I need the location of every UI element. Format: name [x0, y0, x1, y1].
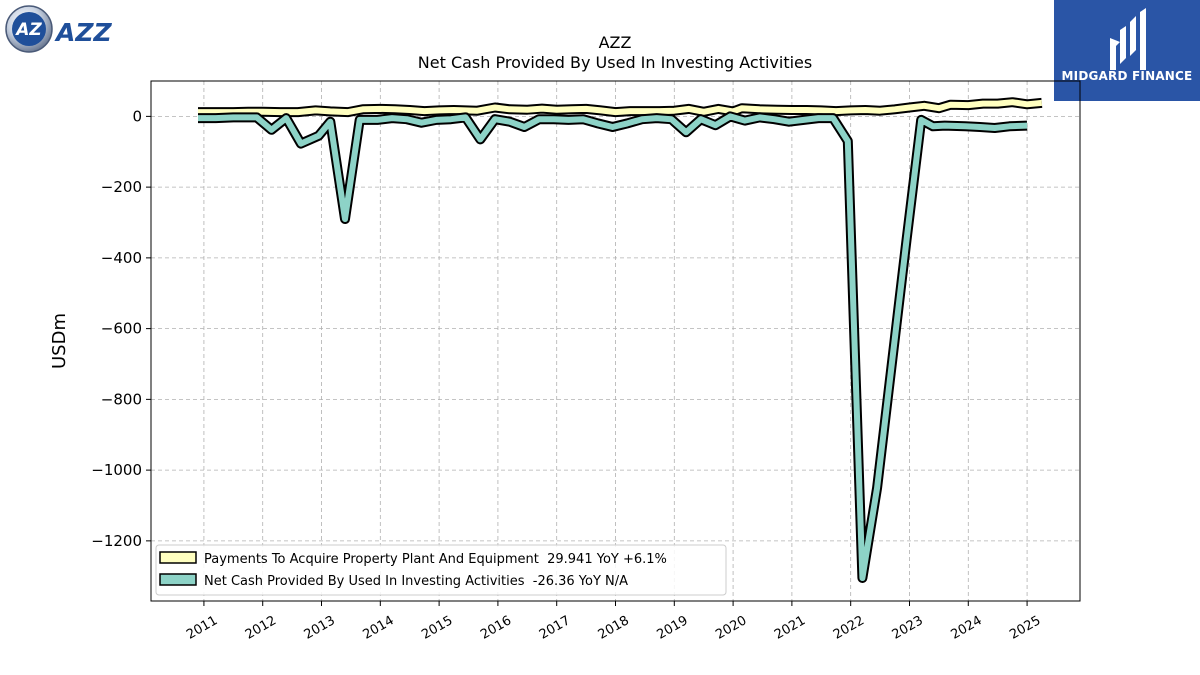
y-tick-label: −200	[101, 178, 142, 196]
x-tick-label: 2011	[184, 613, 220, 643]
y-tick-label: −1000	[91, 461, 142, 479]
midgard-logo-icon	[1110, 8, 1146, 70]
x-tick-label: 2023	[890, 613, 926, 643]
x-tick-label: 2013	[302, 613, 338, 643]
series-2-outline	[198, 111, 1028, 583]
x-axis: 2011 2012 2013 2014 2015 2016 2017 2018 2019 2020…	[184, 601, 1043, 643]
x-tick-label: 2022	[831, 613, 867, 643]
y-tick-label: −400	[101, 249, 142, 267]
x-tick-label: 2015	[419, 613, 455, 643]
chart-title: AZZ	[599, 33, 632, 52]
x-tick-label: 2021	[772, 613, 808, 643]
x-tick-label: 2025	[1007, 613, 1043, 643]
legend-swatch-1	[159, 551, 197, 564]
y-axis-label: USDm	[49, 313, 70, 369]
y-tick-label: −1200	[91, 532, 142, 550]
series-1-line	[198, 99, 1043, 116]
midgard-finance-name: MIDGARD FINANCE	[1061, 69, 1193, 83]
legend: Payments To Acquire Property Plant And E…	[155, 544, 727, 596]
grid-lines	[151, 81, 1080, 601]
y-tick-label: −600	[101, 320, 142, 338]
x-tick-label: 2018	[596, 613, 632, 643]
x-tick-label: 2012	[243, 613, 279, 643]
series-layer	[198, 97, 1043, 583]
series-2-line	[198, 113, 1028, 581]
x-tick-label: 2020	[713, 613, 749, 643]
legend-label-1: Payments To Acquire Property Plant And E…	[204, 552, 667, 567]
y-axis: 0 −200 −400 −600 −800 −1000 −1200	[91, 107, 151, 550]
legend-box	[155, 544, 727, 596]
x-tick-label: 2017	[537, 613, 573, 643]
svg-text:AZ: AZ	[14, 20, 42, 40]
y-tick-label: 0	[132, 107, 142, 125]
x-tick-label: 2014	[360, 613, 396, 643]
azz-logo: AZ AZZ	[5, 5, 112, 53]
logo-wordmark: AZZ	[54, 18, 112, 47]
x-tick-label: 2019	[654, 613, 690, 643]
chart-subtitle: Net Cash Provided By Used In Investing A…	[418, 53, 812, 72]
legend-label-2: Net Cash Provided By Used In Investing A…	[204, 574, 628, 589]
y-tick-label: −800	[101, 390, 142, 408]
x-tick-label: 2024	[948, 613, 984, 643]
legend-swatch-2	[159, 573, 197, 586]
x-tick-label: 2016	[478, 613, 514, 643]
midgard-finance-badge: MIDGARD FINANCE	[1054, 0, 1200, 101]
